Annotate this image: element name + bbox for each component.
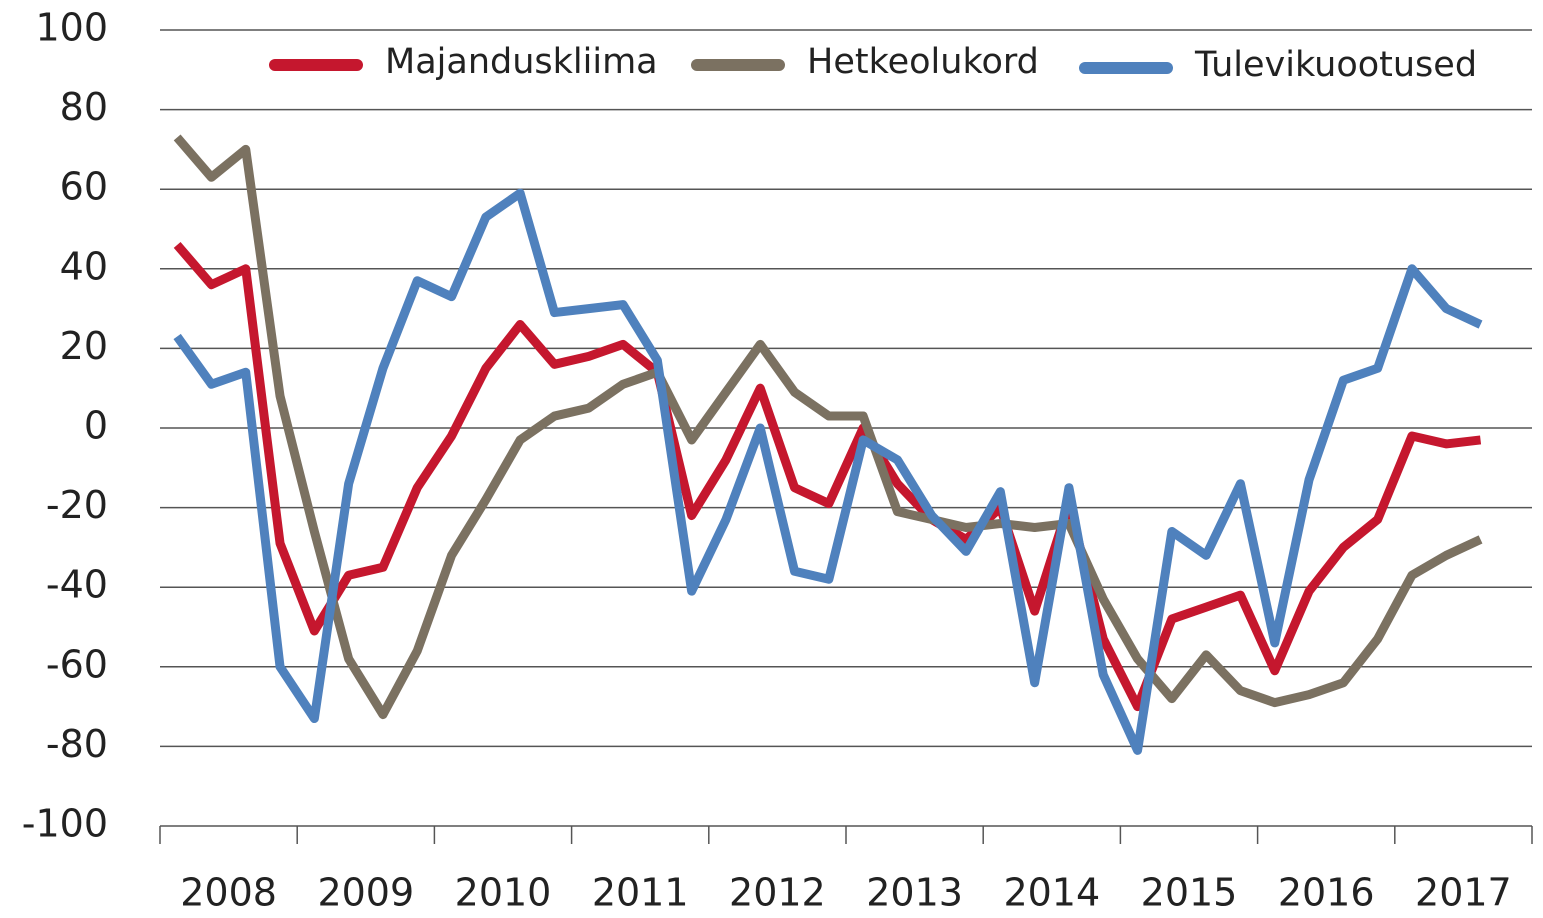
y-tick-label: -100 [22,802,108,846]
series-line [173,241,1482,712]
y-tick-label: -20 [46,483,108,527]
series-line [173,188,1483,755]
y-tick-label: -60 [46,642,108,686]
x-tick-label: 2008 [180,871,277,915]
x-tick-label: 2017 [1415,871,1512,915]
x-tick-label: 2011 [592,871,689,915]
y-tick-label: 80 [60,85,108,129]
legend-label: Majanduskliima [385,42,658,82]
y-tick-label: -80 [46,722,108,766]
x-tick-label: 2010 [455,871,552,915]
series-line [173,134,1483,720]
y-tick-label: 0 [84,404,108,448]
legend-label: Hetkeolukord [807,42,1039,82]
x-tick-label: 2014 [1003,871,1100,915]
legend-label: Tulevikuootused [1194,45,1477,85]
y-tick-label: 40 [60,244,108,288]
x-tick-label: 2009 [317,871,414,915]
y-tick-label: 20 [60,324,108,368]
x-tick-label: 2016 [1278,871,1375,915]
x-tick-label: 2012 [729,871,826,915]
y-tick-label: 60 [60,165,108,209]
x-tick-label: 2015 [1141,871,1238,915]
y-tick-label: 100 [35,6,108,50]
y-tick-label: -40 [46,563,108,607]
x-tick-label: 2013 [866,871,963,915]
